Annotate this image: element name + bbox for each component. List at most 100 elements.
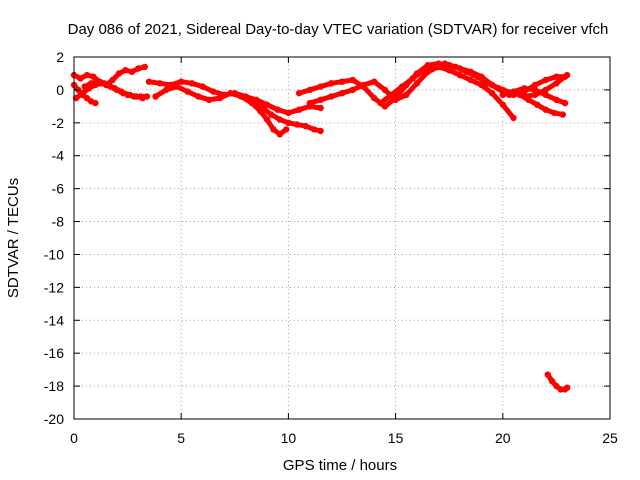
data-point [542,91,549,99]
data-point [295,90,303,97]
y-tick-label: -18 [44,378,64,394]
data-point [317,96,324,104]
data-point [250,98,258,105]
data-point [227,90,234,97]
data-point [173,83,181,90]
data-point [542,106,549,113]
data-point [283,126,290,133]
data-point [473,73,481,80]
data-point [216,94,223,102]
data-point [551,109,558,117]
data-point [90,73,97,80]
data-point [388,91,395,99]
data-point [548,378,556,385]
data-point [542,76,549,84]
data-point [199,83,206,90]
data-point [205,96,213,104]
data-point [349,86,356,94]
data-point [100,80,108,87]
data-point [293,121,301,128]
data-point [145,78,153,85]
data-point [533,101,541,108]
data-point [268,111,275,118]
data-point [360,81,367,89]
y-tick-label: -2 [52,115,65,131]
data-point [79,90,86,97]
data-point [553,96,560,104]
data-point [139,94,146,102]
y-tick-label: -10 [44,246,64,262]
data-point [510,114,517,122]
data-point [463,68,470,76]
data-point [349,76,356,84]
x-tick-label: 25 [602,430,618,446]
data-point [531,81,539,89]
series-arc7 [250,98,324,135]
data-point [392,96,399,104]
x-tick-label: 0 [70,430,78,446]
data-point [259,104,266,112]
data-point [338,90,346,97]
data-point [128,68,136,76]
grid-lines [74,57,610,419]
data-point [141,63,148,71]
data-point [133,93,140,100]
x-axis-label: GPS time / hours [283,457,397,474]
data-point [135,65,142,72]
data-point [122,67,129,74]
data-point [113,86,121,94]
data-point [338,78,346,85]
data-point [452,63,459,71]
data-point [195,93,202,100]
y-tick-label: -8 [52,214,65,230]
data-point [156,80,163,87]
data-point [92,99,99,107]
data-point [188,80,196,87]
data-point [302,122,309,130]
data-point [488,90,496,97]
data-point [413,80,421,87]
series-arc12 [499,85,569,107]
data-point [420,67,427,74]
data-point [274,106,281,113]
data-point [152,93,159,100]
x-tick-label: 15 [388,430,404,446]
series-arc2 [70,81,99,107]
data-point [285,109,292,117]
data-point [238,93,245,100]
data-point [441,60,449,67]
data-point [317,83,324,90]
data-point [295,106,303,113]
data-point [263,116,271,123]
y-tick-label: -4 [52,148,65,164]
data-point [210,88,217,95]
data-point [499,101,506,108]
data-point [478,81,485,89]
data-point [510,88,517,95]
y-tick-label: 2 [56,49,64,65]
data-point [544,371,551,378]
data-point [553,73,560,80]
data-point [276,131,283,138]
data-point [81,83,88,90]
data-point [521,85,528,92]
data-point [285,119,292,127]
data-point [531,86,539,94]
series-arc9 [306,63,517,122]
data-point [328,93,335,100]
data-point [561,99,569,107]
data-point [77,75,84,82]
data-point [563,384,571,391]
data-point [377,99,384,107]
data-point [431,61,438,69]
data-point [563,71,571,79]
y-tick-label: -20 [44,411,64,427]
data-point [94,78,101,85]
plot-frame [73,56,611,420]
y-tick-label: -14 [44,312,64,328]
data-point [409,75,416,82]
data-point [553,80,560,87]
data-point [525,96,532,104]
data-point [559,111,566,118]
chart-title: Day 086 of 2021, Sidereal Day-to-day VTE… [68,21,609,38]
